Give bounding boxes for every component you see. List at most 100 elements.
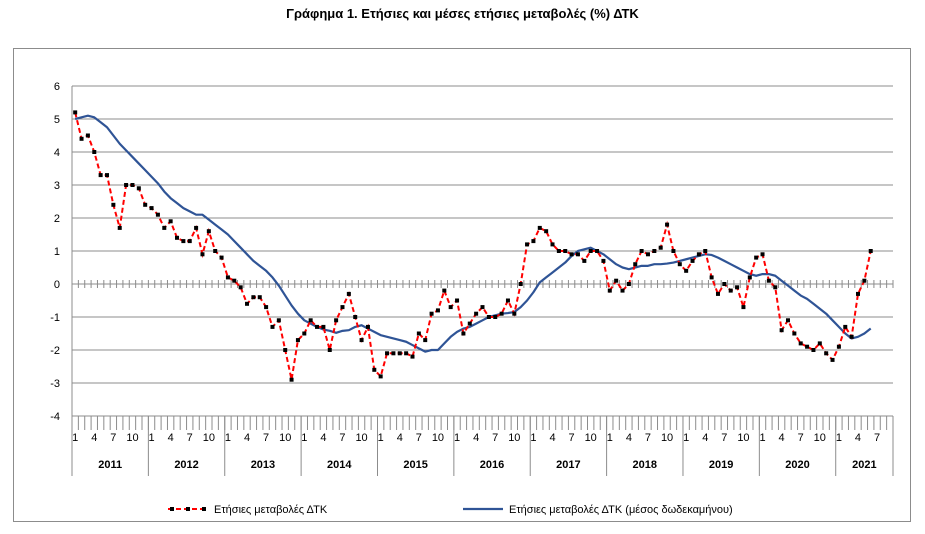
month-label: 4 bbox=[855, 432, 861, 444]
annual-data-point bbox=[696, 252, 701, 257]
annual-data-point bbox=[843, 324, 848, 329]
year-label: 2019 bbox=[709, 459, 733, 471]
annual-data-point bbox=[486, 315, 491, 319]
x-axis: 1 4 7 10 1 4 7 10 1 4 7 10 1 4 7 10 1 4 7 10 1 4 7 10 1 4 7 10 1 4 7 10… bbox=[71, 86, 894, 476]
annual-data-point bbox=[124, 183, 129, 187]
annual-data-point bbox=[302, 331, 307, 336]
chart-title: Γράφημα 1. Ετήσιες και μέσες ετήσιες μετ… bbox=[286, 6, 639, 21]
annual-data-point bbox=[556, 249, 561, 253]
annual-data-point bbox=[391, 351, 396, 356]
annual-data-point bbox=[779, 328, 784, 333]
annual-data-point bbox=[435, 308, 440, 313]
month-label: 4 bbox=[702, 432, 708, 444]
annual-data-point bbox=[665, 222, 670, 227]
annual-data-point bbox=[811, 348, 816, 352]
month-label: 4 bbox=[626, 432, 632, 444]
annual-data-point bbox=[499, 311, 504, 316]
month-label: 7 bbox=[569, 432, 575, 444]
annual-data-point bbox=[461, 331, 466, 336]
annual-data-point bbox=[257, 295, 262, 300]
annual-data-point bbox=[658, 245, 663, 250]
month-label: 7 bbox=[110, 432, 116, 444]
annual-data-point bbox=[493, 315, 498, 319]
annual-data-point bbox=[175, 235, 180, 240]
annual-data-point bbox=[805, 344, 810, 349]
month-label: 7 bbox=[798, 432, 804, 444]
month-label: 10 bbox=[508, 432, 520, 444]
annual-data-point bbox=[728, 288, 733, 293]
month-label: 4 bbox=[168, 432, 174, 444]
annual-data-point bbox=[785, 318, 790, 323]
year-label: 2018 bbox=[633, 459, 657, 471]
annual-data-point bbox=[276, 318, 281, 323]
annual-data-point bbox=[111, 202, 116, 207]
grid-lines bbox=[72, 85, 893, 417]
annual-data-point bbox=[270, 324, 275, 329]
annual-data-point bbox=[531, 239, 536, 244]
annual-data-point bbox=[855, 291, 860, 296]
y-tick-label: -4 bbox=[50, 411, 60, 423]
annual-data-point bbox=[321, 324, 326, 329]
legend-annual-marker bbox=[170, 507, 174, 511]
annual-data-point bbox=[429, 311, 434, 316]
annual-data-point bbox=[601, 258, 606, 263]
annual-data-point bbox=[715, 291, 720, 296]
annual-data-point bbox=[315, 324, 320, 329]
year-label: 2014 bbox=[327, 459, 352, 471]
y-tick-label: 3 bbox=[54, 180, 60, 192]
annual-data-point bbox=[346, 291, 351, 296]
annual-data-point bbox=[219, 255, 224, 260]
annual-data-point bbox=[187, 239, 192, 244]
annual-data-point bbox=[92, 150, 97, 154]
annual-data-point bbox=[633, 262, 638, 267]
year-label: 2015 bbox=[403, 459, 427, 471]
month-label: 1 bbox=[301, 432, 307, 444]
annual-data-point bbox=[862, 278, 867, 283]
annual-data-point bbox=[512, 311, 517, 316]
annual-data-point bbox=[404, 351, 409, 356]
annual-data-point bbox=[359, 338, 364, 343]
annual-data-point bbox=[518, 282, 523, 286]
annual-data-point bbox=[194, 225, 199, 230]
annual-data-point bbox=[162, 225, 167, 230]
y-tick-label: 1 bbox=[54, 246, 60, 258]
annual-data-point bbox=[766, 278, 771, 283]
month-label: 7 bbox=[187, 432, 193, 444]
annual-data-point bbox=[353, 315, 358, 319]
month-label: 7 bbox=[721, 432, 727, 444]
month-label: 10 bbox=[126, 432, 138, 444]
annual-data-point bbox=[760, 252, 765, 257]
annual-data-point bbox=[563, 249, 568, 253]
month-label: 7 bbox=[645, 432, 651, 444]
year-label: 2012 bbox=[174, 459, 198, 471]
annual-data-point bbox=[836, 344, 841, 349]
annual-data-point bbox=[448, 305, 453, 310]
annual-data-point bbox=[671, 249, 676, 253]
month-label: 10 bbox=[661, 432, 673, 444]
annual-data-point bbox=[289, 377, 294, 382]
month-label: 7 bbox=[263, 432, 269, 444]
annual-data-point bbox=[677, 262, 682, 267]
legend: Ετήσιες μεταβολές ΔΤΚ Ετήσιες μεταβολές Δ… bbox=[168, 504, 733, 516]
annual-data-point bbox=[626, 282, 631, 286]
annual-data-point bbox=[480, 305, 485, 310]
year-label: 2016 bbox=[480, 459, 504, 471]
month-label: 4 bbox=[91, 432, 97, 444]
month-label: 1 bbox=[607, 432, 613, 444]
annual-data-point bbox=[455, 298, 460, 303]
annual-data-point bbox=[709, 275, 714, 280]
annual-data-point bbox=[550, 242, 555, 247]
month-label: 1 bbox=[454, 432, 460, 444]
annual-data-point bbox=[136, 186, 141, 191]
y-tick-label: 4 bbox=[54, 147, 60, 159]
annual-data-point bbox=[213, 249, 218, 253]
month-label: 10 bbox=[814, 432, 826, 444]
annual-data-point bbox=[200, 252, 205, 257]
annual-data-point bbox=[614, 278, 619, 283]
legend-annual-marker bbox=[202, 507, 206, 511]
annual-series-line bbox=[74, 112, 872, 380]
annual-data-point bbox=[754, 255, 759, 260]
annual-data-point bbox=[295, 338, 300, 343]
annual-data-point bbox=[98, 173, 103, 178]
month-label: 7 bbox=[339, 432, 345, 444]
